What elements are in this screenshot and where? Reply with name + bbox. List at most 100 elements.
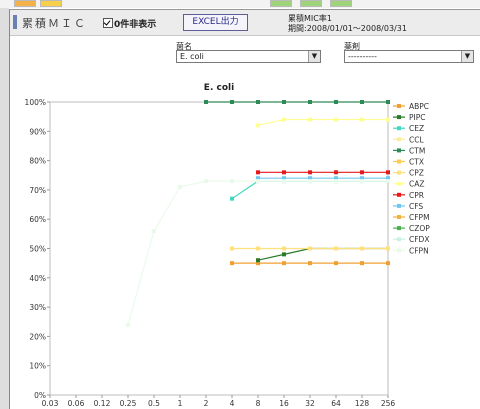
- y-tick-label: 100%: [25, 98, 46, 107]
- legend-marker: [397, 226, 401, 231]
- data-point-cfs: [334, 176, 338, 181]
- legend-marker: [397, 137, 401, 142]
- organism-select[interactable]: E. coli ▼: [176, 50, 321, 63]
- x-tick-label: 4: [230, 399, 235, 408]
- legend-label: CTX: [409, 158, 424, 167]
- data-point-cpz: [230, 246, 234, 251]
- data-point-caz: [256, 123, 260, 128]
- data-point-cez: [230, 196, 234, 201]
- x-tick-label: 64: [331, 399, 341, 408]
- y-tick-label: 40%: [29, 274, 46, 283]
- data-point-abpc: [256, 261, 260, 266]
- data-point-caz: [334, 117, 338, 122]
- data-point-caz: [386, 117, 390, 122]
- legend-marker: [397, 104, 401, 108]
- data-point-ctm: [334, 100, 338, 104]
- chart-title: E. coli: [204, 83, 234, 93]
- x-tick-label: 0.06: [68, 399, 85, 408]
- data-point-cfpn: [386, 179, 390, 184]
- data-point-cpr: [386, 170, 390, 175]
- data-point-cpz: [334, 246, 338, 251]
- legend-marker: [397, 148, 401, 153]
- data-point-ctm: [282, 100, 286, 104]
- organism-label: 菌名: [176, 42, 192, 51]
- legend-label: CFPN: [409, 246, 429, 255]
- data-point-caz: [282, 117, 286, 122]
- data-point-abpc: [386, 261, 390, 266]
- legend-marker: [397, 159, 401, 164]
- x-tick-label: 2: [204, 399, 209, 408]
- data-point-cpr: [256, 170, 260, 175]
- data-point-cfs: [360, 176, 364, 181]
- data-point-cpz: [282, 246, 286, 251]
- data-point-cfs: [308, 176, 312, 181]
- drug-select[interactable]: ---------- ▼: [344, 50, 474, 63]
- legend-label: CFS: [409, 202, 423, 211]
- data-point-cfpn: [256, 179, 260, 184]
- title-marker: [13, 15, 17, 29]
- chevron-down-icon: ▼: [461, 51, 473, 62]
- legend-label: CTM: [409, 146, 425, 155]
- x-tick-label: 1: [178, 399, 183, 408]
- status-tile: [14, 0, 36, 7]
- y-tick-label: 10%: [29, 362, 46, 371]
- data-point-ctm: [256, 100, 260, 104]
- y-tick-label: 30%: [29, 303, 46, 312]
- legend-label: PIPC: [409, 113, 426, 122]
- legend-marker: [397, 170, 401, 175]
- y-tick-label: 60%: [29, 215, 46, 224]
- y-tick-label: 80%: [29, 157, 46, 166]
- y-tick-label: 70%: [29, 186, 46, 195]
- data-point-pipc: [256, 258, 260, 263]
- legend-marker: [397, 237, 401, 242]
- data-point-ctm: [360, 100, 364, 104]
- legend-label: CFDX: [409, 235, 429, 244]
- data-point-cfpn: [282, 179, 286, 184]
- top-strip: [0, 0, 480, 8]
- legend-label: ABPC: [409, 102, 429, 111]
- data-point-cfpn: [126, 322, 130, 327]
- hide-zero-checkbox[interactable]: [103, 18, 113, 28]
- series-line-caz: [257, 118, 388, 127]
- data-point-cfpn: [360, 179, 364, 184]
- legend-marker: [397, 203, 401, 208]
- data-point-cfs: [256, 176, 260, 181]
- data-point-pipc: [282, 252, 286, 257]
- legend-label: CEZ: [409, 124, 424, 133]
- legend-label: CAZ: [409, 180, 425, 189]
- data-point-cfpn: [178, 184, 182, 189]
- x-tick-label: 0.5: [148, 399, 160, 408]
- legend-label: CCL: [409, 135, 424, 144]
- period-title: 累積MIC率1: [288, 14, 332, 23]
- data-point-abpc: [334, 261, 338, 266]
- legend-label: CZOP: [409, 224, 430, 233]
- data-point-cpz: [308, 246, 312, 251]
- data-point-abpc: [308, 261, 312, 266]
- data-point-cfpn: [308, 179, 312, 184]
- organism-value: E. coli: [180, 52, 204, 61]
- x-tick-label: 0.03: [42, 399, 59, 408]
- legend-label: CFPM: [409, 213, 430, 222]
- data-point-cpr: [334, 170, 338, 175]
- y-tick-label: 0%: [34, 391, 46, 400]
- legend-marker: [397, 215, 401, 219]
- data-point-cpz: [256, 246, 260, 251]
- data-point-ctm: [308, 100, 312, 104]
- status-tile: [330, 0, 352, 7]
- data-point-cfpn: [230, 179, 234, 184]
- excel-export-button[interactable]: EXCEL出力: [183, 14, 248, 31]
- y-tick-label: 90%: [29, 127, 46, 136]
- window-header: 累積ＭＩＣ 0件非表示 EXCEL出力 累積MIC率1 期間:2008/01/0…: [10, 10, 480, 36]
- data-point-cpr: [308, 170, 312, 175]
- data-point-cpz: [360, 246, 364, 251]
- data-point-cpz: [386, 246, 390, 251]
- x-tick-label: 256: [381, 399, 396, 408]
- data-point-ctm: [386, 100, 390, 104]
- status-tile: [300, 0, 322, 7]
- data-point-abpc: [360, 261, 364, 266]
- y-tick-label: 50%: [29, 245, 46, 254]
- data-point-cfpn: [204, 179, 208, 184]
- data-point-ctm: [230, 100, 234, 104]
- legend-label: CPR: [409, 191, 424, 200]
